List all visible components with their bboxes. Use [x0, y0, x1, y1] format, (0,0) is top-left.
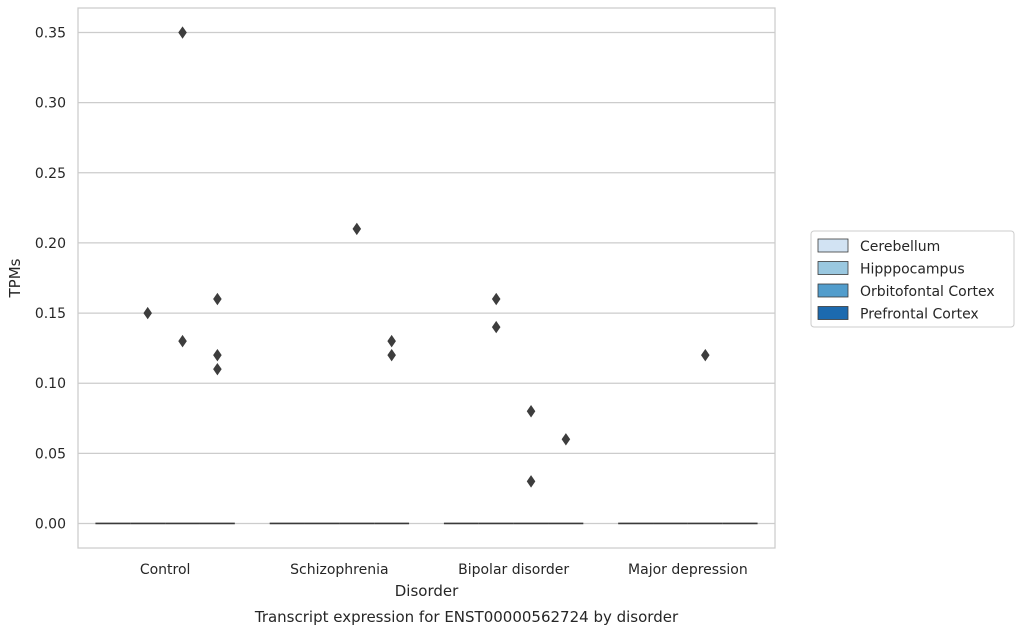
outlier-point [178, 26, 187, 39]
x-tick-label: Schizophrenia [290, 562, 388, 578]
outlier-point [526, 475, 536, 488]
plot-frame [77, 7, 776, 549]
legend-swatch [817, 306, 849, 320]
y-tick-label: 0.15 [35, 306, 66, 322]
outlier-point [701, 348, 710, 362]
outlier-point [213, 362, 222, 376]
legend: Cerebellum Hipppocampus Orbitofontal Corte… [810, 230, 1015, 328]
y-tick-labels: 0.00 0.05 0.10 0.15 0.20 0.25 0.30 0.35 [35, 26, 66, 533]
y-tick-label: 0.10 [35, 376, 66, 392]
outlier-points [143, 26, 710, 488]
outlier-point [526, 405, 536, 418]
gridlines [78, 31, 775, 525]
outlier-point [561, 433, 571, 446]
legend-label: Orbitofontal Cortex [860, 284, 995, 300]
outlier-point [178, 334, 187, 348]
y-tick-label: 0.35 [35, 26, 66, 42]
outlier-point [213, 292, 222, 306]
outlier-point [387, 348, 396, 362]
y-tick-label: 0.25 [35, 166, 66, 182]
legend-frame [810, 230, 1015, 328]
legend-label: Prefrontal Cortex [860, 307, 979, 323]
y-tick-label: 0.20 [35, 236, 66, 252]
x-tick-label: Major depression [628, 562, 748, 578]
outlier-point [352, 222, 362, 236]
y-axis-title: TPMs [6, 258, 24, 298]
y-tick-label: 0.00 [35, 516, 66, 532]
outlier-point [491, 292, 501, 306]
legend-label: Hipppocampus [860, 262, 965, 278]
outlier-point [491, 320, 501, 334]
outlier-point [143, 306, 152, 320]
x-tick-labels: Control Schizophrenia Bipolar disorder Majo… [140, 562, 748, 578]
outlier-point [387, 334, 396, 348]
x-tick-label: Control [140, 562, 191, 578]
legend-label: Cerebellum [860, 239, 940, 255]
y-tick-label: 0.30 [35, 96, 66, 112]
outlier-point [213, 348, 222, 362]
legend-swatch [817, 283, 849, 298]
y-tick-label: 0.05 [35, 446, 66, 462]
x-axis-title: Disorder [395, 582, 459, 600]
legend-swatch [817, 238, 849, 253]
legend-swatch [817, 261, 849, 275]
x-tick-label: Bipolar disorder [458, 562, 569, 578]
chart-caption: Transcript expression for ENST0000056272… [254, 608, 679, 626]
